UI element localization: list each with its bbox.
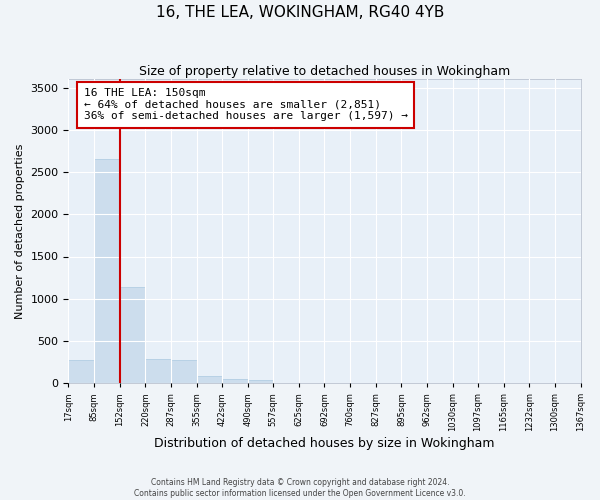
Bar: [145, 359, 171, 383]
Bar: [119, 287, 145, 383]
X-axis label: Distribution of detached houses by size in Wokingham: Distribution of detached houses by size …: [154, 437, 495, 450]
Bar: [171, 360, 197, 383]
Bar: [94, 160, 119, 383]
Text: 16 THE LEA: 150sqm
← 64% of detached houses are smaller (2,851)
36% of semi-deta: 16 THE LEA: 150sqm ← 64% of detached hou…: [84, 88, 408, 122]
Text: 16, THE LEA, WOKINGHAM, RG40 4YB: 16, THE LEA, WOKINGHAM, RG40 4YB: [156, 5, 444, 20]
Text: Contains HM Land Registry data © Crown copyright and database right 2024.
Contai: Contains HM Land Registry data © Crown c…: [134, 478, 466, 498]
Bar: [197, 376, 222, 383]
Bar: [68, 360, 94, 383]
Bar: [222, 378, 248, 383]
Y-axis label: Number of detached properties: Number of detached properties: [15, 144, 25, 319]
Bar: [248, 380, 273, 383]
Title: Size of property relative to detached houses in Wokingham: Size of property relative to detached ho…: [139, 65, 510, 78]
